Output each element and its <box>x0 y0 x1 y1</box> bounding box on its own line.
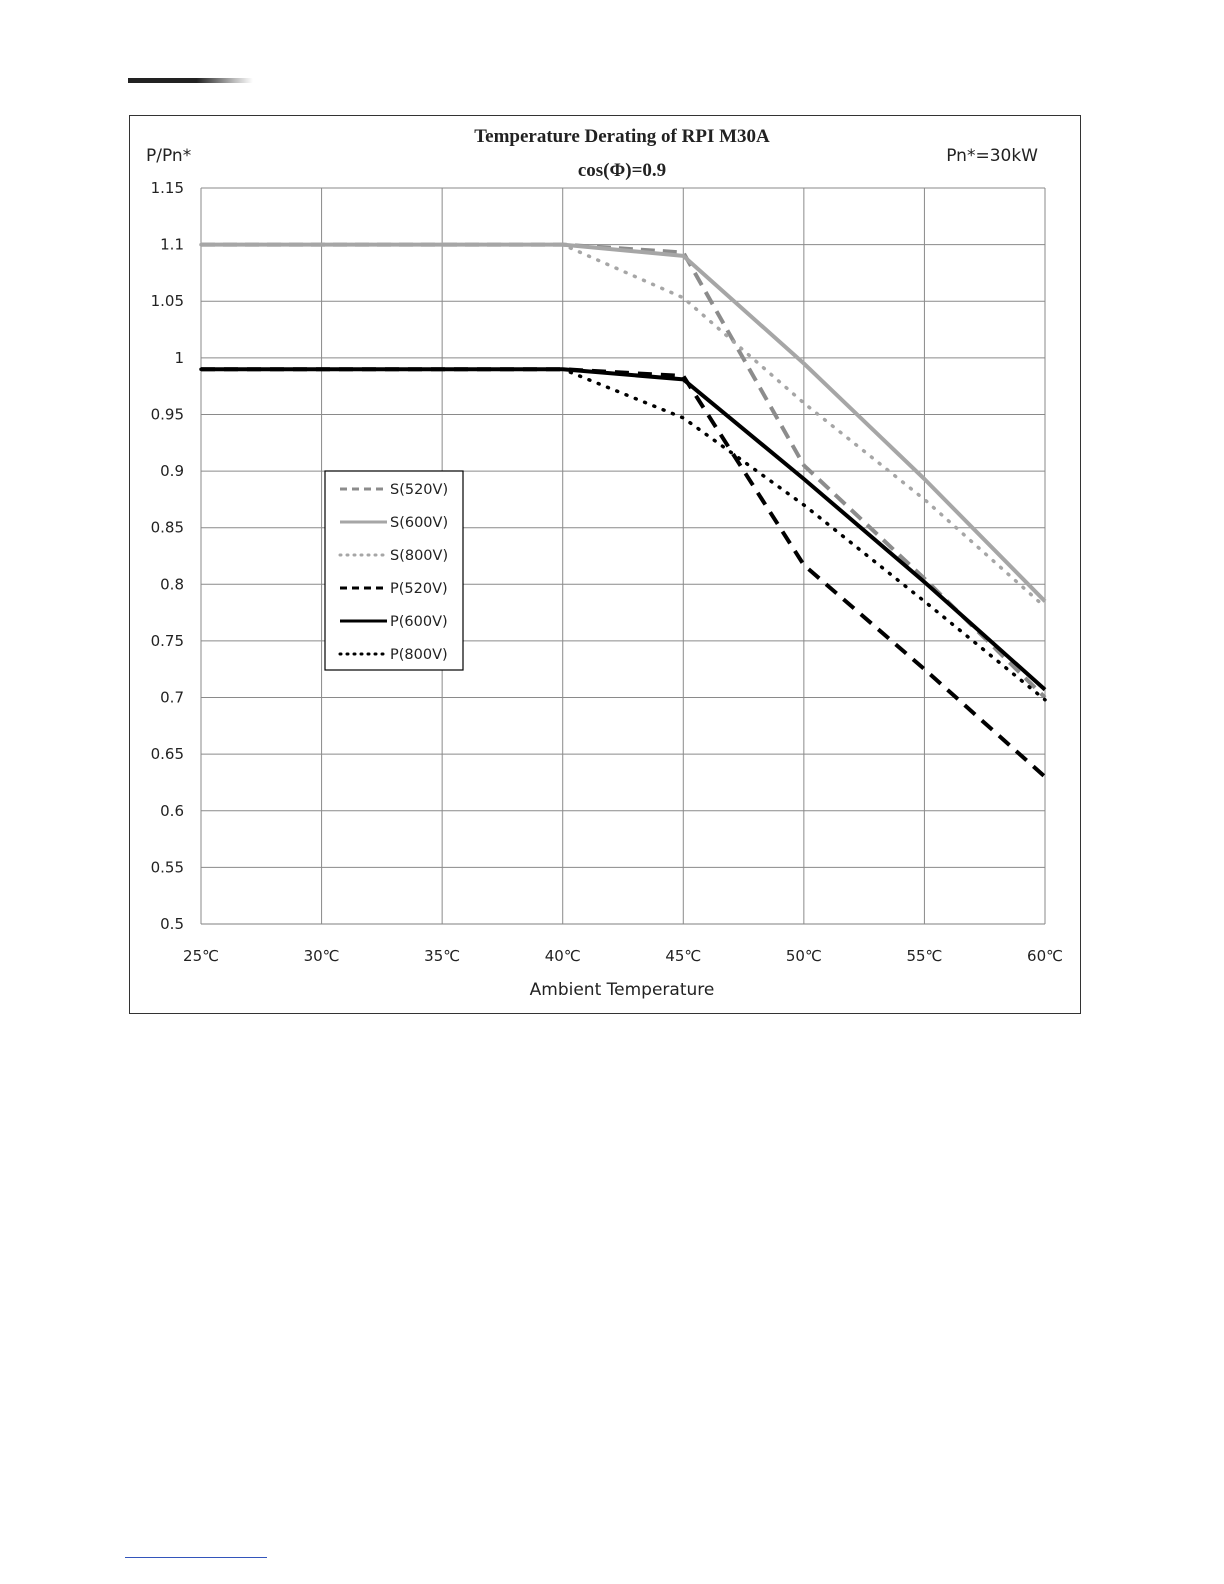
series-line-s-800v <box>199 242 1047 609</box>
y-tick-label: 0.9 <box>160 462 184 480</box>
y-tick-label: 0.75 <box>151 632 184 650</box>
y-tick-label: 0.95 <box>151 405 184 423</box>
x-tick-label: 45℃ <box>665 947 701 965</box>
header-rule <box>128 78 253 83</box>
legend-label: P(600V) <box>390 614 448 630</box>
legend-box <box>324 470 464 671</box>
y-tick-label: 0.6 <box>160 802 184 820</box>
series-line-s-520v <box>201 242 1047 699</box>
y-tick-label: 0.5 <box>160 915 184 933</box>
y-tick-label: 0.7 <box>160 689 184 707</box>
legend-label: P(800V) <box>390 647 448 663</box>
y-tick-label: 1 <box>174 349 184 367</box>
chart-title: Temperature Derating of RPI M30A <box>474 126 770 147</box>
legend-label: S(600V) <box>390 515 448 531</box>
y-tick-label: 1.1 <box>160 236 184 254</box>
x-tick-label: 55℃ <box>906 947 942 965</box>
x-tick-label: 25℃ <box>183 947 219 965</box>
tick-labels: 0.5 0.55 0.6 0.65 0.7 0.75 0.8 0.85 0.9 0.95 1 1.05… <box>151 179 1063 965</box>
y-tick-label: 1.05 <box>151 292 184 310</box>
legend: S(520V) S(600V) S(800V) P(520V) P(600V) P(800… <box>324 470 464 671</box>
x-tick-label: 30℃ <box>304 947 340 965</box>
derating-chart: Temperature Derating of RPI M30A cos(Φ)=… <box>146 126 1063 1000</box>
series-line-p-800v <box>199 367 1047 702</box>
y-axis-label: P/Pn* <box>146 146 191 166</box>
chart-subtitle: cos(Φ)=0.9 <box>578 160 666 181</box>
y-tick-label: 1.15 <box>151 179 184 197</box>
y-tick-label: 0.8 <box>160 575 184 593</box>
x-tick-label: 60℃ <box>1027 947 1063 965</box>
legend-label: S(520V) <box>390 482 448 498</box>
footer-rule <box>125 1557 267 1558</box>
y-tick-label: 0.85 <box>151 519 184 537</box>
x-axis-label: Ambient Temperature <box>530 980 715 1000</box>
x-tick-label: 50℃ <box>786 947 822 965</box>
chart-frame: Temperature Derating of RPI M30A cos(Φ)=… <box>129 115 1081 1014</box>
series-lines <box>199 242 1047 779</box>
y-tick-label: 0.65 <box>151 745 184 763</box>
legend-label: P(520V) <box>390 581 448 597</box>
x-tick-label: 40℃ <box>545 947 581 965</box>
pn-annotation: Pn*=30kW <box>946 146 1038 166</box>
legend-label: S(800V) <box>390 548 448 564</box>
x-tick-label: 35℃ <box>424 947 460 965</box>
y-tick-label: 0.55 <box>151 858 184 876</box>
